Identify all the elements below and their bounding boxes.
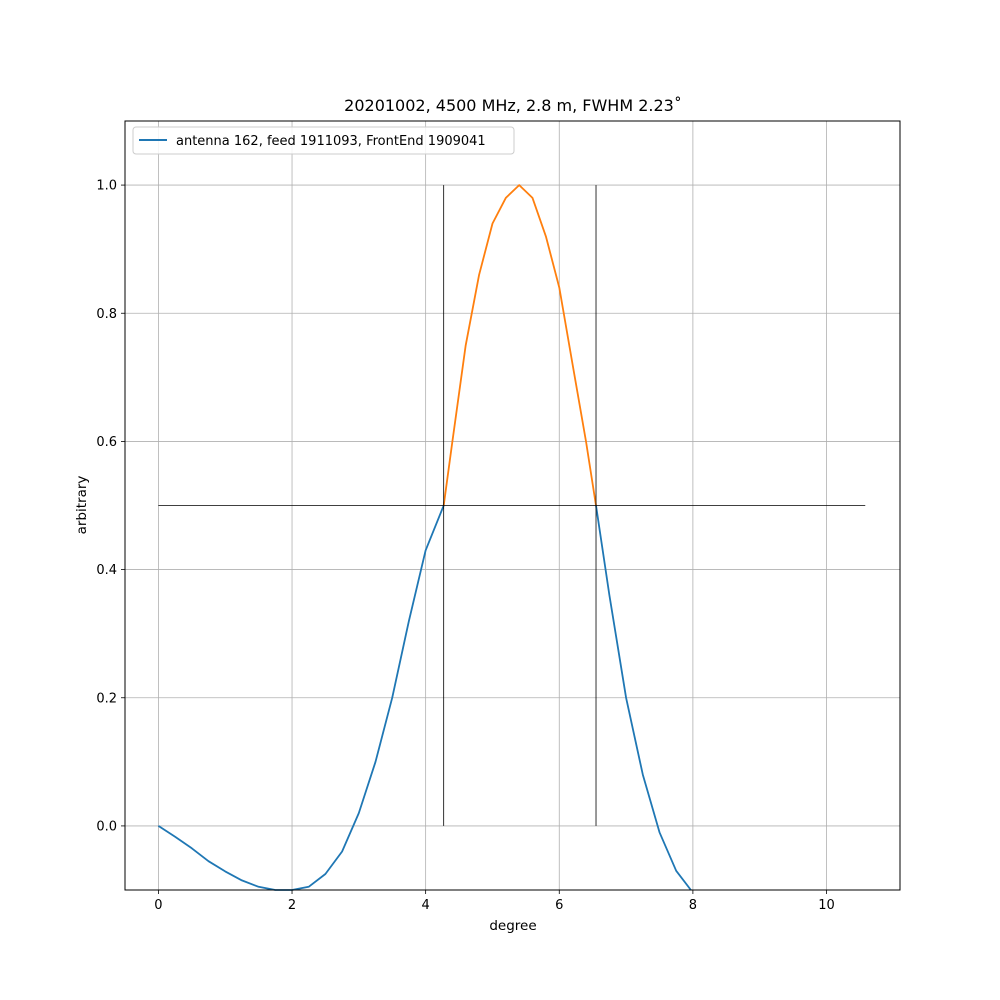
x-axis-label: degree <box>489 918 536 934</box>
chart-title: 20201002, 4500 MHz, 2.8 m, FWHM 2.23˚ <box>344 96 682 115</box>
x-tick-label: 2 <box>288 898 296 913</box>
plot-frame <box>124 120 901 891</box>
x-tick-label: 0 <box>154 898 162 913</box>
y-tick-label: 0.2 <box>96 691 117 706</box>
legend: antenna 162, feed 1911093, FrontEnd 1909… <box>132 126 515 155</box>
x-tick-label: 10 <box>818 898 835 913</box>
series-line-1 <box>157 505 445 891</box>
x-axis-ticks: 0 2 4 6 8 10 <box>154 890 835 913</box>
y-tick-label: 1.0 <box>96 179 117 194</box>
legend-entry: antenna 162, feed 1911093, FrontEnd 1909… <box>176 134 486 149</box>
y-tick-label: 0.0 <box>96 819 117 834</box>
x-tick-label: 6 <box>555 898 563 913</box>
series-line-2 <box>442 184 597 506</box>
plot-area <box>157 184 866 891</box>
x-tick-label: 8 <box>689 898 697 913</box>
y-axis-label: arbitrary <box>74 476 90 535</box>
series-line-3 <box>595 505 692 891</box>
y-tick-label: 0.4 <box>96 563 117 578</box>
y-tick-label: 0.8 <box>96 307 117 322</box>
y-tick-label: 0.6 <box>96 435 117 450</box>
y-axis-ticks: 0.0 0.2 0.4 0.6 0.8 1.0 <box>96 179 125 834</box>
legend-box <box>132 126 515 155</box>
x-tick-label: 4 <box>422 898 430 913</box>
